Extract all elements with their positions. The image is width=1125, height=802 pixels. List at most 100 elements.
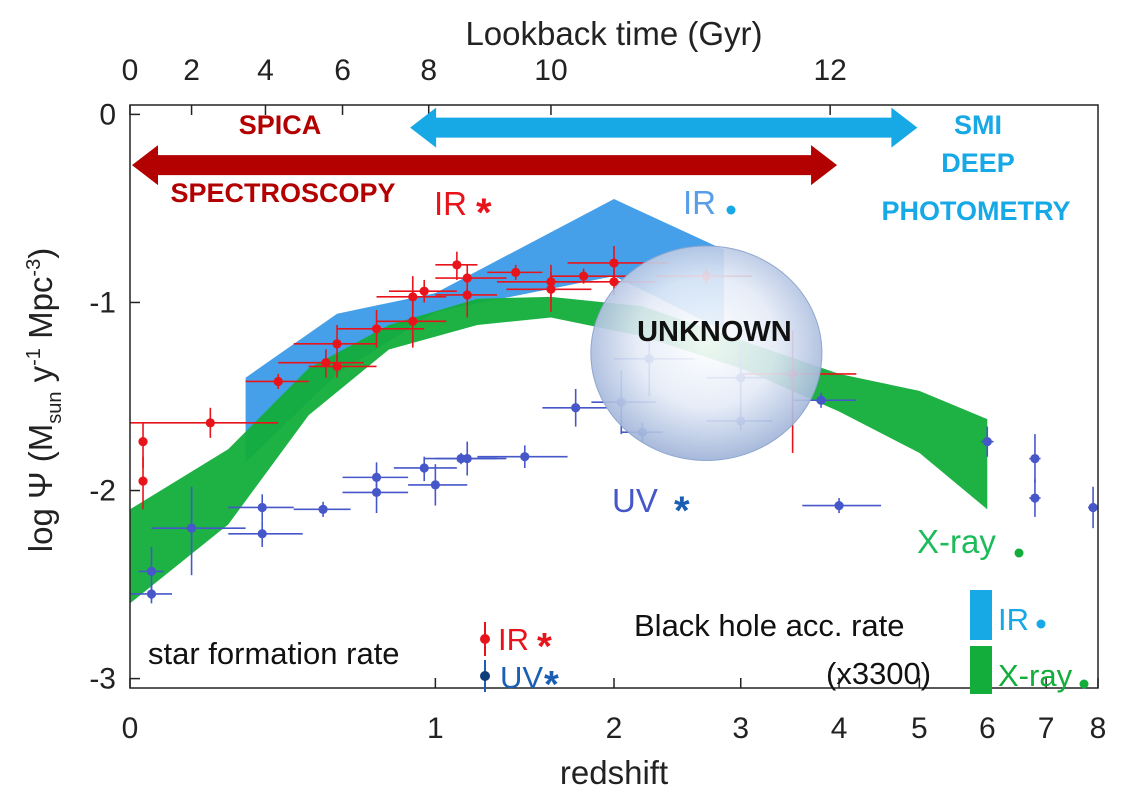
- legend-bh-scale: (x3300): [826, 656, 931, 691]
- legend-uv-marker: [480, 671, 490, 681]
- uv-sfr-point: [342, 471, 409, 514]
- y-tick-label: -2: [89, 475, 116, 508]
- uv-sfr-marker: [430, 480, 440, 490]
- ir-sfr-marker: [321, 358, 331, 368]
- ir-sfr-point: [388, 279, 457, 303]
- y-tick-label: -3: [89, 663, 116, 696]
- ir-sfr-marker: [462, 290, 472, 300]
- uv-sfr-marker: [257, 529, 267, 539]
- x-tick-label: 8: [1090, 712, 1107, 745]
- uv-sfr-marker: [186, 523, 197, 533]
- ir-dot-label: IR: [683, 184, 716, 221]
- bands-layer: [130, 199, 988, 604]
- ir-sfr-marker: [273, 376, 283, 387]
- ir-sfr-point: [506, 272, 592, 312]
- uv-sfr-marker: [1030, 493, 1040, 503]
- legend-bh-xray-swatch: [970, 646, 992, 694]
- black-hole-acc-rate-ir-band: [245, 199, 724, 463]
- top-tick-label: 8: [420, 54, 437, 87]
- ir-sfr-point: [278, 349, 364, 378]
- uv-sfr-point: [802, 498, 882, 514]
- uv-sfr-point: [408, 464, 468, 506]
- top-tick-label: 10: [534, 54, 567, 87]
- top-tick-label: 12: [813, 54, 846, 87]
- uv-star-label: UV: [612, 482, 658, 519]
- x-tick-label: 0: [122, 712, 139, 745]
- ir-sfr-point: [376, 276, 447, 314]
- spica-label: SPICA: [239, 110, 322, 140]
- ir-dot-marker: [726, 205, 736, 215]
- top-tick-label: 6: [334, 54, 351, 87]
- uv-sfr-marker: [1030, 453, 1040, 464]
- legend-sfr-label: star formation rate: [148, 636, 400, 671]
- x-tick-label: 5: [911, 712, 928, 745]
- legend-ir-label: IR: [498, 622, 529, 657]
- uv-sfr-marker: [520, 452, 530, 462]
- ir-sfr-point: [487, 264, 543, 280]
- unknown-layer: UNKNOWN: [590, 245, 823, 461]
- uv-sfr-marker: [371, 487, 382, 498]
- legend-bh-xray-dot: [1079, 679, 1089, 689]
- ir-sfr-point: [435, 274, 497, 318]
- ir-sfr-marker: [332, 361, 342, 372]
- ir-sfr-marker: [408, 316, 418, 326]
- x-tick-label: 1: [427, 712, 444, 745]
- uv-sfr-point: [1029, 479, 1041, 517]
- uv-sfr-marker: [318, 504, 328, 514]
- ir-sfr-point: [130, 407, 279, 438]
- spectroscopy-label: SPECTROSCOPY: [170, 178, 395, 208]
- ir-sfr-marker: [138, 476, 148, 486]
- ir-sfr-point: [337, 309, 425, 348]
- x-tick-label: 3: [732, 712, 749, 745]
- uv-star-glyph: *: [674, 489, 690, 533]
- uv-sfr-marker: [146, 589, 157, 599]
- uv-sfr-marker: [816, 395, 826, 405]
- ir-sfr-marker: [408, 292, 418, 302]
- ir-star-label: IR: [434, 185, 467, 222]
- photometry-label: PHOTOMETRY: [881, 196, 1070, 226]
- uv-sfr-point: [435, 441, 507, 476]
- uv-sfr-point: [228, 494, 294, 521]
- legend-bh-ir-swatch: [970, 590, 992, 640]
- ir-sfr-marker: [579, 271, 589, 281]
- uv-sfr-point: [1029, 434, 1041, 484]
- xray-dot-marker: [1014, 548, 1024, 558]
- y-tick-label: 0: [99, 98, 116, 131]
- uv-sfr-point: [542, 388, 607, 427]
- ir-sfr-marker: [609, 258, 619, 268]
- ir-sfr-marker: [205, 418, 215, 428]
- black-hole-acc-rate-x-ray-band: [130, 296, 988, 604]
- uv-sfr-point: [393, 456, 457, 482]
- top-tick-label: 2: [183, 54, 200, 87]
- x-tick-label: 7: [1038, 712, 1055, 745]
- legend-uv-label: UV: [500, 660, 543, 695]
- ir-sfr-marker: [511, 267, 521, 277]
- uv-sfr-marker: [571, 403, 581, 413]
- uv-sfr-point: [477, 445, 568, 468]
- uv-sfr-point: [130, 584, 172, 604]
- spica-arrow: [132, 145, 838, 186]
- axes-layer: 0 1 2 3 4 5 6 7 80-1-2-30 2 4 6 8 10 12: [89, 54, 1106, 745]
- uv-sfr-marker: [257, 502, 267, 513]
- xray-label: X-ray: [917, 523, 996, 560]
- ir-sfr-point: [138, 456, 148, 510]
- ir-sfr-marker: [546, 284, 556, 294]
- top-tick-label: 4: [257, 54, 274, 87]
- x-tick-label: 2: [606, 712, 623, 745]
- legend-ir-marker: [480, 634, 490, 644]
- ir-sfr-marker: [332, 339, 342, 349]
- ir-sfr-marker: [609, 277, 619, 287]
- ir-star-glyph: *: [476, 191, 492, 235]
- uv-sfr-point: [293, 501, 351, 517]
- y-axis-title: log Ψ (Msun y-1 Mpc-3): [22, 248, 66, 552]
- uv-sfr-marker: [419, 463, 429, 473]
- deep-label: DEEP: [941, 148, 1015, 178]
- uv-sfr-marker: [834, 500, 844, 511]
- legend-ir-star: *: [537, 626, 552, 668]
- x-tick-label: 6: [979, 712, 996, 745]
- ir-sfr-point: [435, 251, 478, 280]
- legend-uv-star: *: [544, 664, 559, 706]
- y-tick-label: -1: [89, 286, 116, 319]
- legend-bh-label: Black hole acc. rate: [634, 608, 905, 643]
